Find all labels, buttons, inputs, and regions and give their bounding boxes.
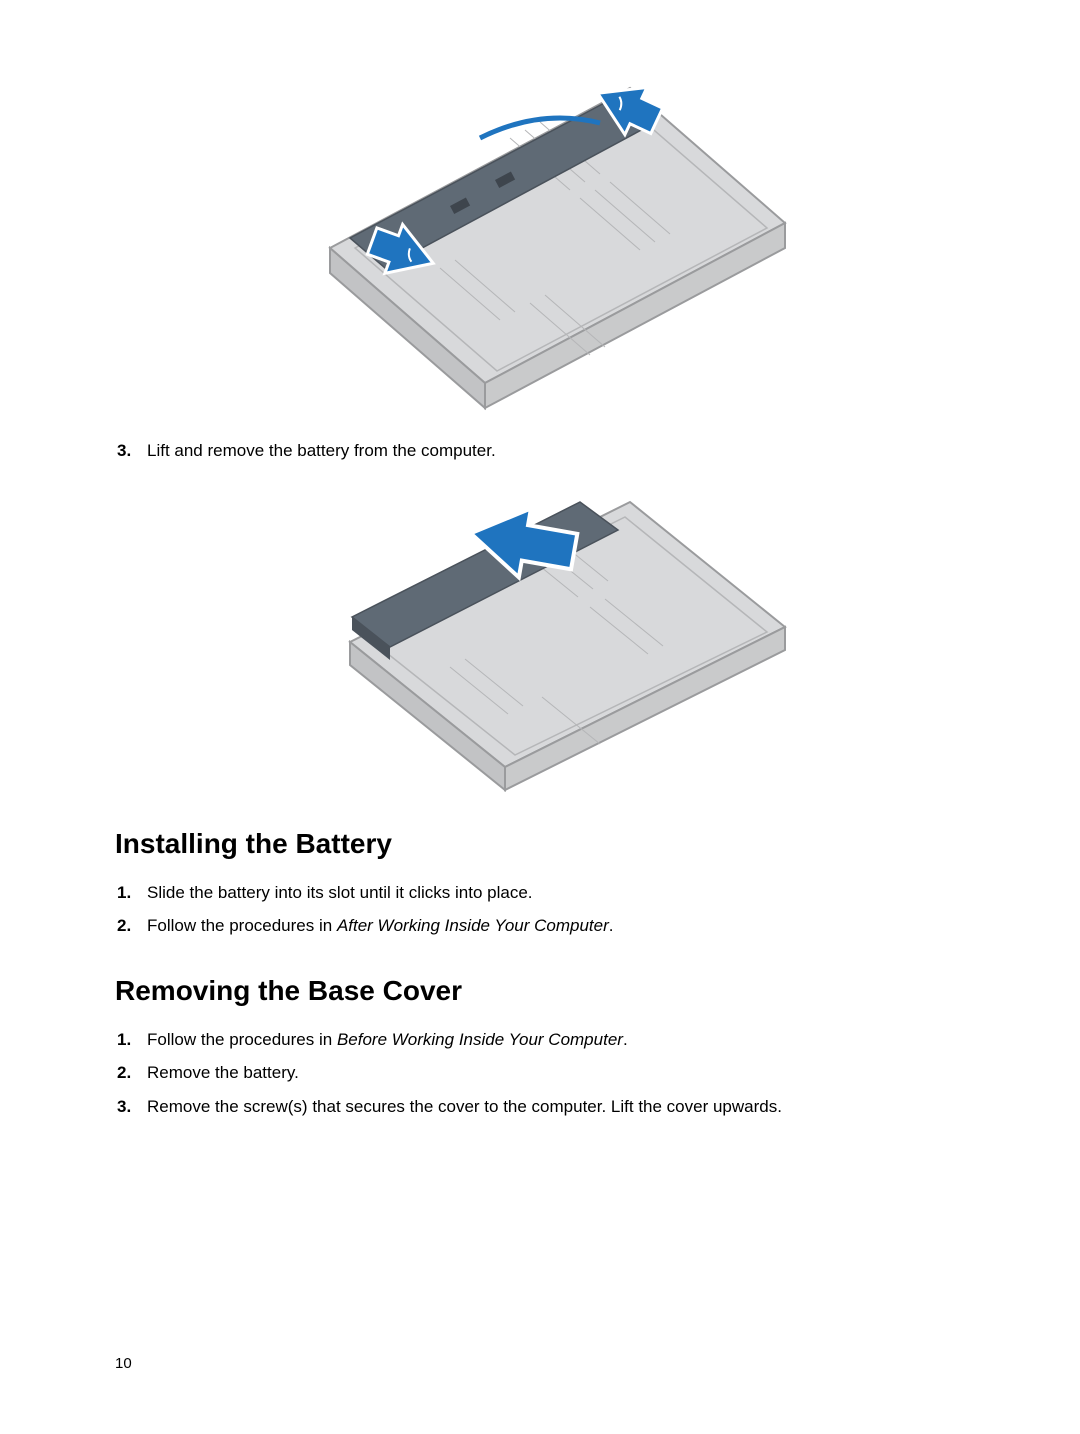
step-number: 2. — [117, 1060, 147, 1086]
step-text: Follow the procedures in After Working I… — [147, 913, 965, 939]
page-number: 10 — [115, 1355, 132, 1372]
step-text: Follow the procedures in Before Working … — [147, 1027, 965, 1053]
step-number: 3. — [117, 1094, 147, 1120]
step-number: 1. — [117, 880, 147, 906]
step-text: Remove the battery. — [147, 1060, 965, 1086]
step-row: 1. Follow the procedures in Before Worki… — [117, 1027, 965, 1053]
step-row: 2. Follow the procedures in After Workin… — [117, 913, 965, 939]
step-text: Lift and remove the battery from the com… — [147, 438, 965, 464]
manual-page: 3. Lift and remove the battery from the … — [0, 0, 1080, 1434]
step-text: Remove the screw(s) that secures the cov… — [147, 1094, 965, 1120]
figure-battery-release — [115, 28, 965, 418]
remove-base-cover-steps: 1. Follow the procedures in Before Worki… — [117, 1027, 965, 1120]
install-battery-steps: 1. Slide the battery into its slot until… — [117, 880, 965, 939]
continuation-steps: 3. Lift and remove the battery from the … — [117, 438, 965, 464]
section-title-install-battery: Installing the Battery — [115, 828, 965, 860]
step-row: 2. Remove the battery. — [117, 1060, 965, 1086]
section-title-remove-base-cover: Removing the Base Cover — [115, 975, 965, 1007]
step-number: 1. — [117, 1027, 147, 1053]
step-number: 3. — [117, 438, 147, 464]
step-row: 3. Lift and remove the battery from the … — [117, 438, 965, 464]
figure-battery-lift — [115, 472, 965, 792]
step-number: 2. — [117, 913, 147, 939]
illustration-battery-lift — [280, 472, 800, 792]
step-row: 3. Remove the screw(s) that secures the … — [117, 1094, 965, 1120]
step-row: 1. Slide the battery into its slot until… — [117, 880, 965, 906]
illustration-battery-release — [280, 28, 800, 418]
step-text: Slide the battery into its slot until it… — [147, 880, 965, 906]
